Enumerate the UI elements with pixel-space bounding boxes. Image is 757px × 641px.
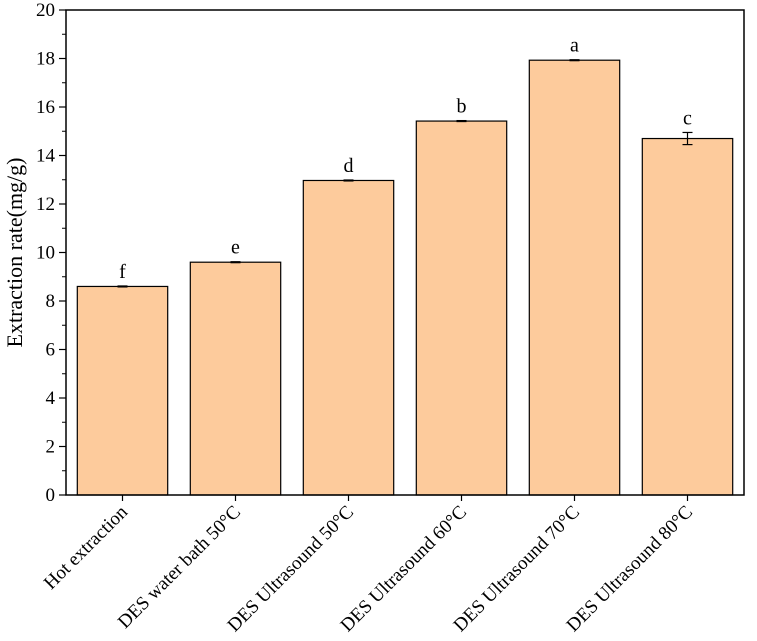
bar — [641, 137, 734, 496]
error-bar — [230, 261, 241, 264]
y-axis-title: Extraction rate(mg/g) — [2, 158, 27, 348]
significance-label: b — [457, 96, 467, 118]
x-tick-label: Hot extraction — [40, 501, 132, 593]
y-tick-label: 16 — [36, 97, 55, 118]
error-bar — [569, 59, 580, 62]
y-tick-label: 18 — [36, 49, 55, 70]
y-axis: 0 2 4 6 8 10 12 14 16 18 20 — [36, 0, 66, 506]
y-tick-label: 6 — [46, 340, 56, 361]
x-tick-label: DES water bath 50°C — [114, 502, 245, 633]
bar — [189, 261, 282, 496]
bars-layer — [76, 59, 734, 496]
y-tick-label: 4 — [46, 388, 56, 409]
y-tick-label: 8 — [46, 291, 56, 312]
y-tick-label: 0 — [46, 485, 56, 506]
bar — [302, 179, 395, 496]
y-tick-label: 14 — [36, 146, 56, 167]
y-tick-label: 2 — [46, 437, 56, 458]
error-bar — [343, 179, 354, 182]
y-tick-label: 20 — [36, 0, 55, 21]
x-tick-label: DES Ultrasound 70°C — [450, 502, 584, 636]
bar — [76, 285, 169, 496]
bar — [528, 59, 621, 496]
bar — [415, 120, 508, 496]
significance-label: a — [570, 35, 579, 57]
x-tick-label: DES Ultrasound 60°C — [337, 502, 471, 636]
significance-label: c — [683, 107, 692, 129]
x-tick-label: DES Ultrasound 80°C — [563, 502, 697, 636]
significance-labels-layer: f e d b a c — [119, 35, 692, 283]
error-bar — [682, 131, 693, 146]
significance-label: e — [231, 237, 240, 259]
y-tick-label: 10 — [36, 243, 55, 264]
x-tick-label: DES Ultrasound 50°C — [224, 502, 358, 636]
error-bar — [117, 285, 128, 288]
significance-label: d — [344, 155, 354, 177]
significance-label: f — [119, 261, 126, 283]
error-bars-layer — [117, 59, 693, 288]
error-bar — [456, 119, 467, 123]
y-tick-label: 12 — [36, 194, 55, 215]
